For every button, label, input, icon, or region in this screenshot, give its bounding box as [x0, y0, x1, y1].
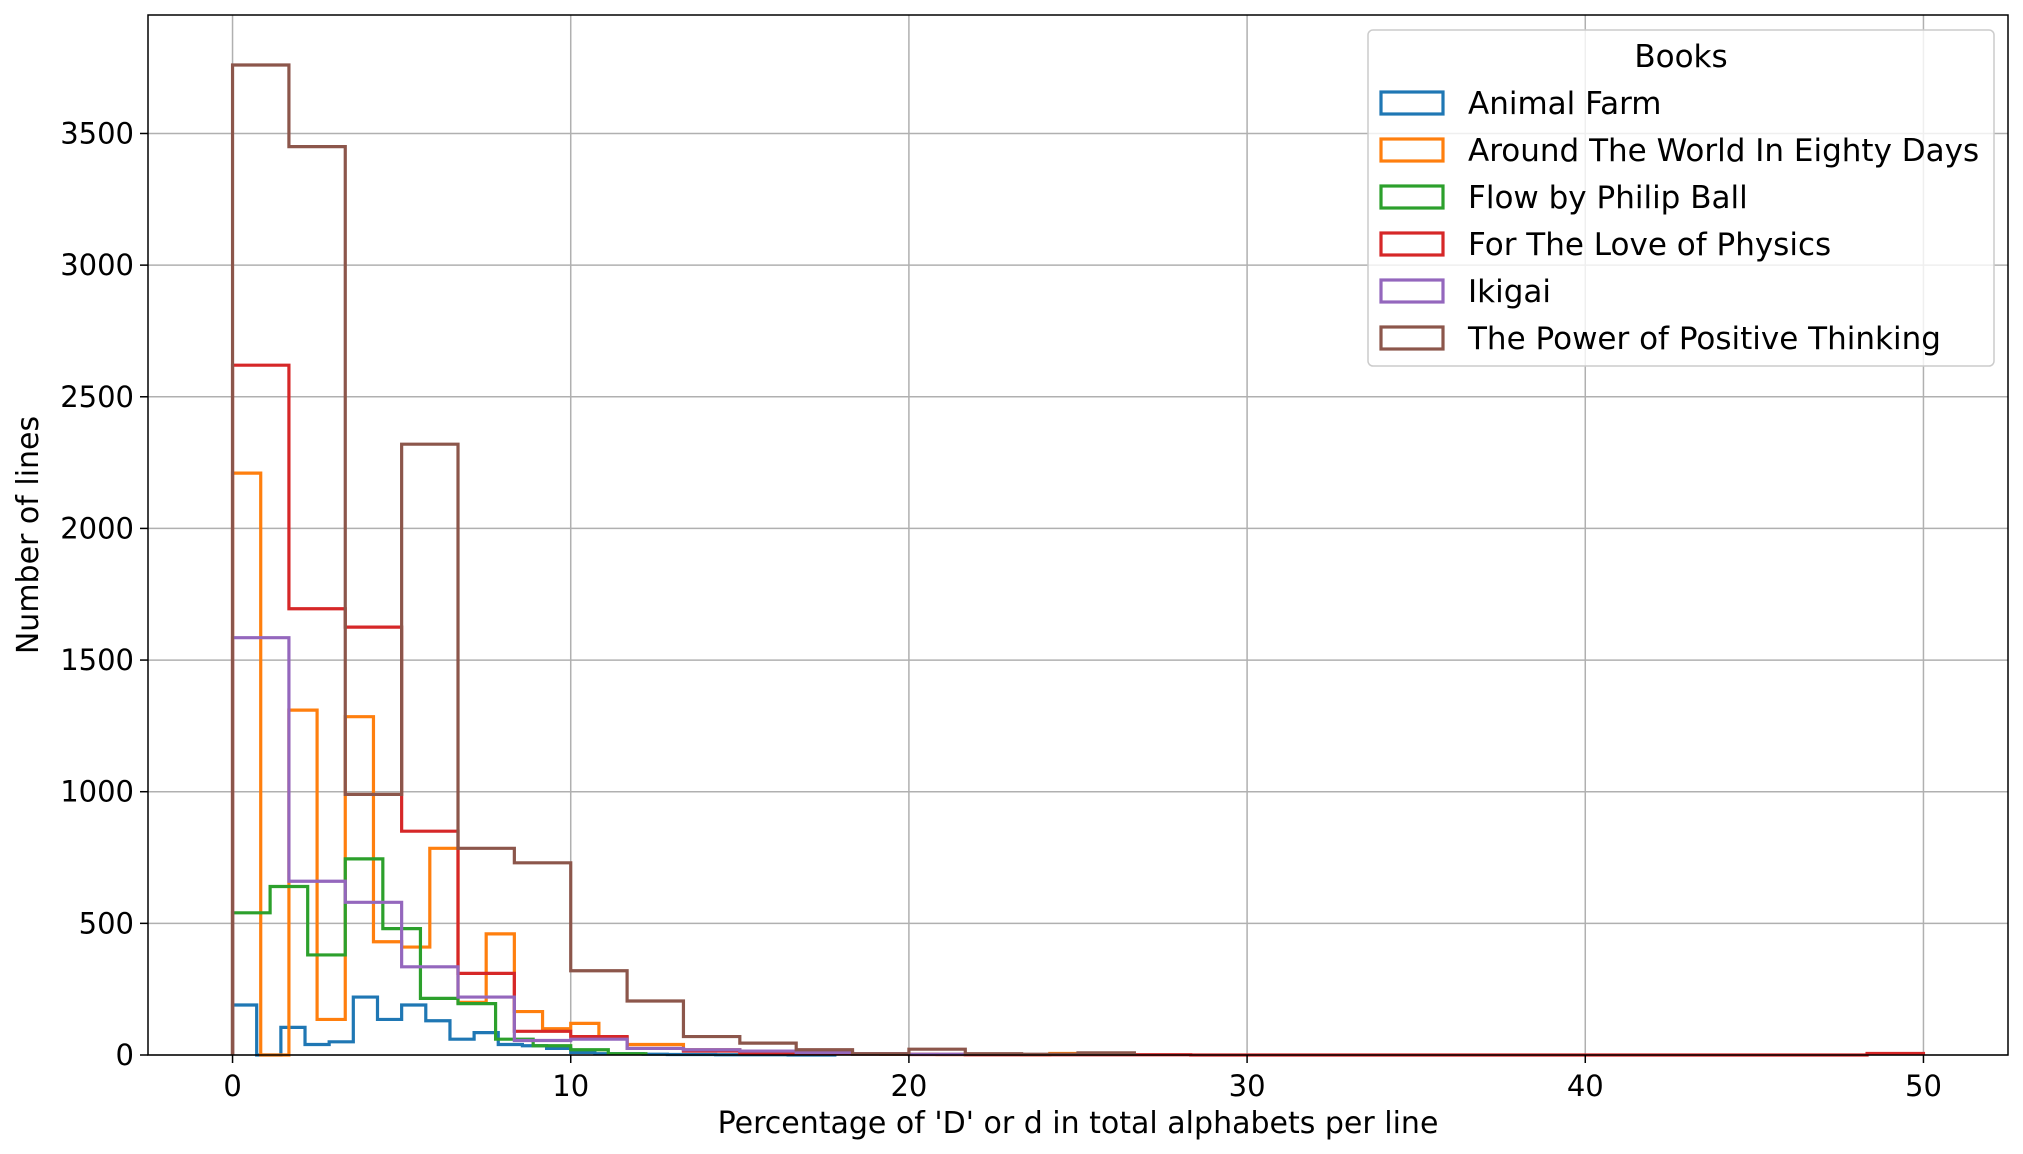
legend-swatch [1379, 231, 1445, 257]
x-axis-label: Percentage of 'D' or d in total alphabet… [718, 1106, 1439, 1141]
x-tick-label: 20 [890, 1069, 927, 1103]
legend-label: Around The World In Eighty Days [1468, 133, 1979, 169]
legend-items: Animal Farm Around The World In Eighty Da… [1379, 86, 1979, 357]
legend-label: For The Love of Physics [1468, 227, 1831, 263]
legend-box [1367, 29, 1995, 367]
legend-swatch [1379, 325, 1445, 351]
x-axis-ticks: 0 10 20 30 40 50 [223, 1055, 1942, 1103]
plot-frame [147, 14, 2009, 1056]
y-axis-ticks: 0 500 1000 1500 2000 2500 3000 3500 [60, 116, 148, 1072]
y-axis-label: Number of lines [11, 416, 46, 654]
legend-swatch [1379, 184, 1445, 210]
y-tick-label: 500 [79, 906, 134, 940]
x-tick-label: 50 [1905, 1069, 1942, 1103]
legend-label: Animal Farm [1468, 86, 1662, 122]
legend-label: The Power of Positive Thinking [1467, 321, 1941, 357]
y-tick-label: 1000 [60, 775, 134, 809]
y-tick-label: 0 [116, 1038, 134, 1072]
legend-swatch [1379, 278, 1445, 304]
x-tick-label: 40 [1567, 1069, 1604, 1103]
legend-label: Ikigai [1468, 274, 1551, 310]
y-tick-label: 1500 [60, 643, 134, 677]
y-tick-label: 3500 [60, 116, 134, 150]
series-step-the-power-of-positive-thinking [230, 63, 1136, 1056]
x-tick-label: 10 [552, 1069, 589, 1103]
y-tick-label: 2000 [60, 511, 134, 545]
legend-swatch [1379, 90, 1445, 116]
legend: Books Animal Farm Around The World In Eig… [1367, 29, 1995, 367]
legend-swatch [1379, 137, 1445, 163]
legend-label: Flow by Philip Ball [1468, 180, 1748, 216]
y-tick-label: 3000 [60, 248, 134, 282]
x-tick-label: 30 [1229, 1069, 1266, 1103]
series-step-flow-by-philip-ball [230, 857, 648, 1056]
x-tick-label: 0 [223, 1069, 241, 1103]
legend-title: Books [1634, 39, 1727, 75]
y-tick-label: 2500 [60, 380, 134, 414]
